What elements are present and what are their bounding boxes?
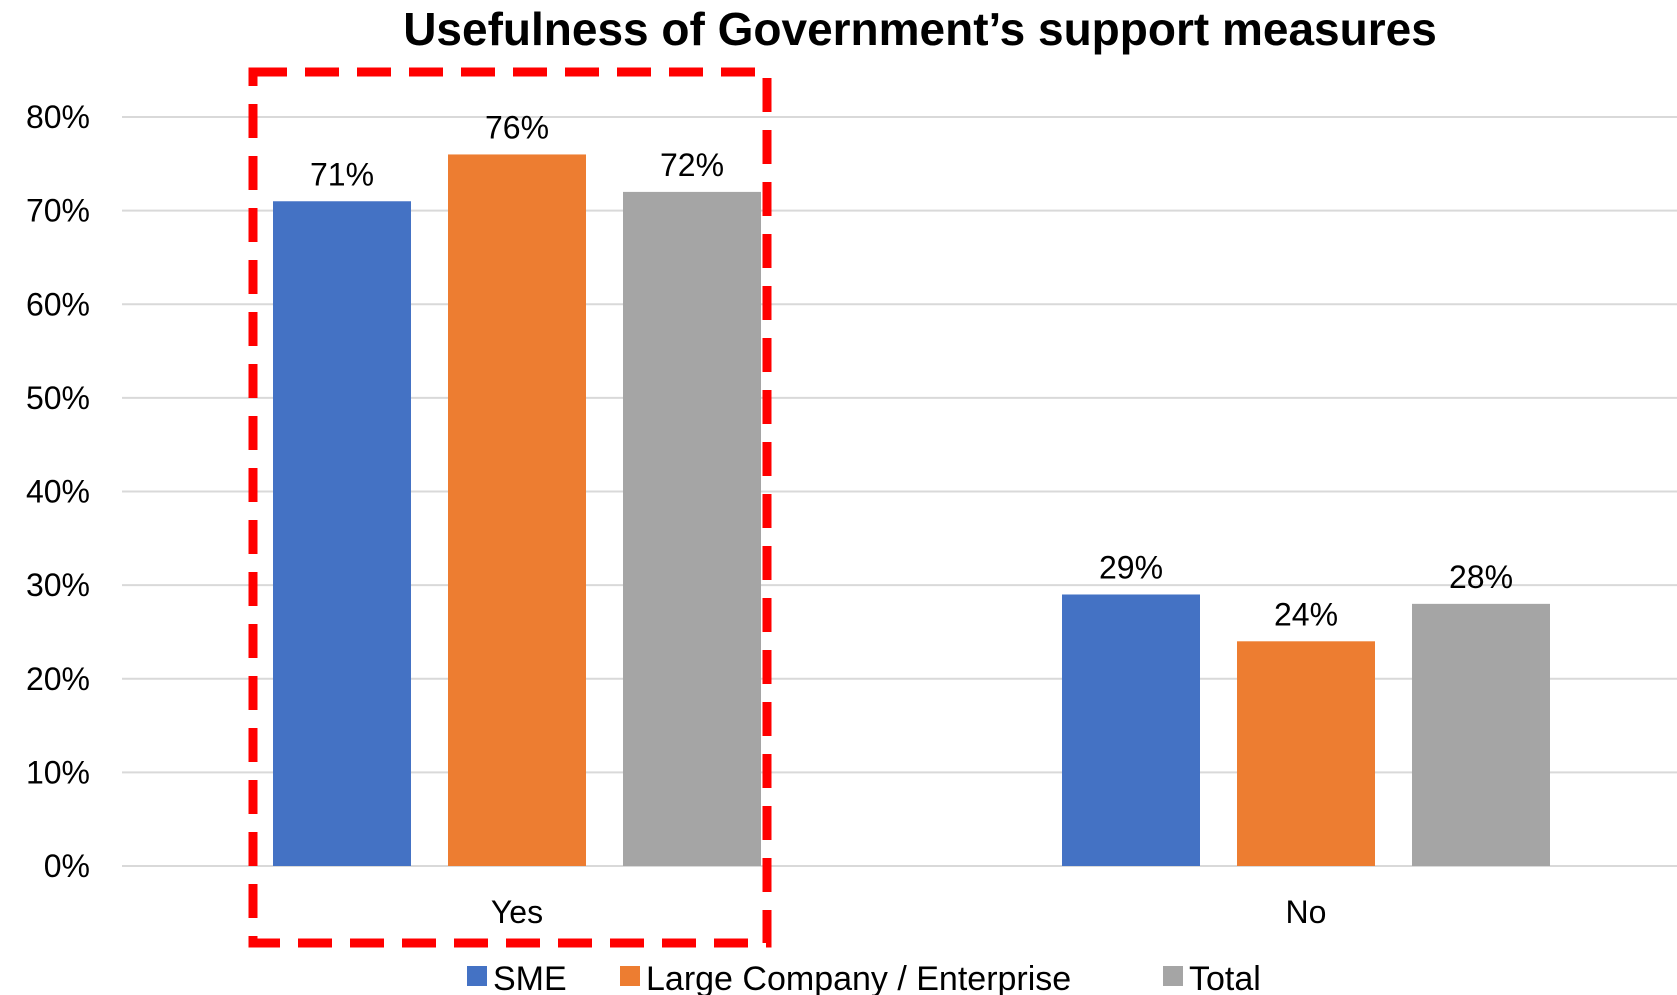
bar-no-2 — [1237, 641, 1375, 866]
bar-yes-3 — [623, 191, 761, 866]
y-tick-label: 0% — [44, 848, 90, 884]
y-tick-label: 40% — [26, 474, 90, 510]
category-label: Yes — [491, 894, 543, 930]
data-labels: 71% 76% 72% 29% 24% 28% — [310, 109, 1513, 632]
y-tick-label: 50% — [26, 380, 90, 416]
bar-no-1 — [1062, 594, 1200, 866]
data-label: 71% — [310, 156, 374, 192]
y-tick-label: 70% — [26, 193, 90, 229]
x-axis-category-labels: Yes No — [491, 894, 1327, 930]
data-label: 28% — [1449, 559, 1513, 595]
bar-yes-1 — [273, 201, 411, 866]
legend-label: Large Company / Enterprise — [646, 960, 1071, 995]
legend-label: SME — [493, 960, 567, 995]
legend-swatch — [1163, 966, 1183, 986]
chart-title: Usefulness of Government’s support measu… — [403, 3, 1437, 55]
highlight-dashed-box — [248, 67, 772, 948]
y-tick-label: 80% — [26, 99, 90, 135]
bar-no-3 — [1412, 603, 1550, 866]
data-label: 76% — [485, 109, 549, 145]
y-tick-label: 20% — [26, 661, 90, 697]
highlight-box — [248, 67, 772, 948]
category-label: No — [1286, 894, 1327, 930]
legend: SME Large Company / Enterprise Total — [467, 960, 1261, 995]
data-label: 29% — [1099, 549, 1163, 585]
legend-swatch — [467, 966, 487, 986]
data-label: 24% — [1274, 596, 1338, 632]
legend-swatch — [620, 966, 640, 986]
y-axis-tick-labels: 0% 10% 20% 30% 40% 50% 60% 70% 80% — [26, 99, 90, 884]
y-tick-label: 10% — [26, 754, 90, 790]
data-label: 72% — [660, 147, 724, 183]
y-tick-label: 60% — [26, 286, 90, 322]
bars — [273, 154, 1550, 866]
y-tick-label: 30% — [26, 567, 90, 603]
legend-label: Total — [1189, 960, 1261, 995]
bar-yes-2 — [448, 154, 586, 866]
